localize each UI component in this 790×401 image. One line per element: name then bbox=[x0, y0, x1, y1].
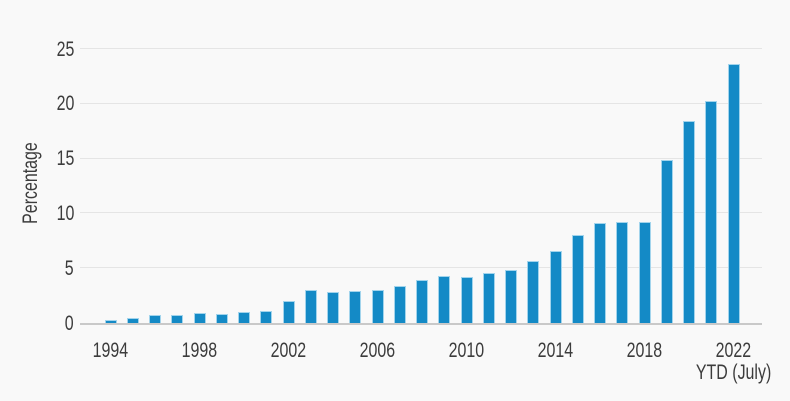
bar-2005 bbox=[349, 291, 362, 323]
x-tick-label-1994: 1994 bbox=[92, 339, 129, 362]
bar-2001 bbox=[260, 310, 273, 323]
gridline-25 bbox=[80, 48, 762, 49]
gridline-20 bbox=[80, 102, 762, 104]
y-tick-label-0: 0 bbox=[65, 311, 74, 335]
bar-2007 bbox=[393, 285, 406, 323]
bar-2012 bbox=[505, 270, 517, 323]
bar-2000 bbox=[238, 312, 250, 323]
x-tick-label-1998: 1998 bbox=[181, 339, 218, 362]
bar-1994 bbox=[104, 319, 117, 323]
bar-2008 bbox=[416, 280, 428, 323]
y-tick-label-15: 15 bbox=[56, 147, 74, 171]
y-tick-label-5: 5 bbox=[65, 256, 74, 280]
bar-2020 bbox=[683, 121, 695, 323]
x-tick-label-2014: 2014 bbox=[537, 339, 574, 362]
bar-2003 bbox=[304, 290, 317, 323]
bar-2017 bbox=[616, 222, 629, 323]
bar-2011 bbox=[482, 272, 495, 323]
x-tick-label-2010: 2010 bbox=[448, 339, 485, 362]
bar-2013 bbox=[527, 260, 540, 323]
bar-1996 bbox=[149, 315, 161, 323]
gridline-0 bbox=[80, 323, 762, 325]
bar-1997 bbox=[171, 315, 184, 323]
bar-2015 bbox=[571, 235, 584, 323]
gridline-10 bbox=[80, 212, 762, 214]
bar-2004 bbox=[327, 292, 339, 323]
x-axis-note: YTD (July) bbox=[695, 361, 772, 384]
x-tick-label-2006: 2006 bbox=[359, 339, 396, 362]
bar-2009 bbox=[438, 275, 451, 323]
bar-1998 bbox=[193, 313, 206, 323]
y-tick-label-10: 10 bbox=[56, 201, 74, 225]
bar-1995 bbox=[126, 317, 139, 323]
bar-2019 bbox=[660, 159, 673, 323]
x-tick-label-2018: 2018 bbox=[626, 339, 663, 362]
bar-2014 bbox=[549, 250, 562, 323]
bar-2006 bbox=[371, 290, 384, 323]
y-tick-label-20: 20 bbox=[56, 92, 74, 116]
x-tick-label-2022: 2022 bbox=[715, 339, 752, 362]
bar-2021 bbox=[705, 100, 718, 323]
bar-1999 bbox=[215, 314, 228, 323]
bar-2002 bbox=[282, 301, 295, 323]
gridline-5 bbox=[80, 267, 762, 269]
x-tick-label-2002: 2002 bbox=[270, 339, 307, 362]
y-tick-label-25: 25 bbox=[56, 37, 74, 61]
bar-2018 bbox=[638, 222, 651, 323]
bar-2010 bbox=[460, 276, 473, 323]
bar-2016 bbox=[594, 223, 606, 323]
bar-2022 bbox=[727, 64, 740, 323]
gridline-15 bbox=[80, 157, 762, 159]
